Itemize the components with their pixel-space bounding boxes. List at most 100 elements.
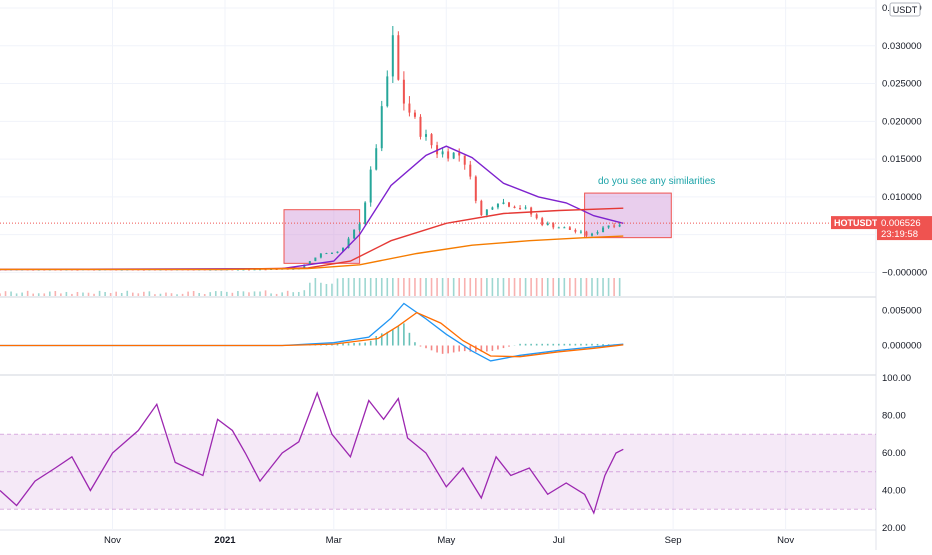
volume-bar — [508, 278, 510, 296]
volume-bar — [519, 278, 521, 296]
candle-body — [591, 234, 593, 236]
macd-histogram-bar — [564, 344, 566, 346]
candle-body — [530, 207, 532, 214]
volume-bar — [55, 291, 57, 296]
candle-body — [403, 80, 405, 104]
candle-body — [381, 106, 383, 148]
macd-histogram-bar — [425, 346, 427, 349]
volume-bar — [93, 294, 95, 296]
volume-bar — [209, 292, 211, 296]
volume-bar — [475, 278, 477, 296]
volume-bar — [608, 278, 610, 296]
candle-body — [325, 253, 327, 254]
macd-histogram-bar — [575, 344, 577, 346]
macd-histogram-bar — [431, 346, 433, 351]
candle-body — [491, 207, 493, 209]
volume-bar — [232, 293, 234, 296]
candle-body — [502, 202, 504, 204]
candle-body — [464, 155, 466, 164]
y-tick-label: 0.020000 — [882, 116, 922, 127]
candle-body — [408, 104, 410, 113]
candle-body — [419, 117, 421, 137]
volume-bar — [381, 278, 383, 296]
volume-bar — [486, 278, 488, 296]
macd-histogram-bar — [414, 342, 416, 345]
macd-histogram-bar — [420, 346, 422, 347]
candle-body — [525, 207, 527, 208]
macd-histogram-bar — [591, 344, 593, 346]
macd-histogram-bar — [442, 346, 444, 354]
candle-body — [602, 228, 604, 233]
volume-bar — [613, 278, 615, 296]
volume-bar — [5, 291, 7, 296]
candle-body — [536, 214, 538, 218]
volume-bar — [348, 278, 350, 296]
volume-bar — [458, 278, 460, 296]
macd-histogram-bar — [530, 344, 532, 346]
chart-annotation[interactable]: do you see any similarities — [598, 176, 715, 187]
macd-histogram-bar — [569, 344, 571, 346]
x-tick-label: 2021 — [214, 535, 236, 546]
candle-body — [569, 227, 571, 230]
volume-bar — [270, 293, 272, 296]
candle-body — [497, 204, 499, 207]
current-price-value: 0.006526 — [881, 218, 921, 229]
candle-body — [580, 232, 582, 233]
volume-bar — [149, 291, 151, 296]
candle-body — [619, 225, 621, 227]
bar-countdown: 23:19:58 — [881, 229, 918, 240]
macd-histogram-bar — [403, 323, 405, 345]
volume-bar — [320, 283, 322, 296]
volume-bar — [398, 278, 400, 296]
volume-bar — [342, 278, 344, 296]
macd-histogram-bar — [525, 344, 527, 346]
volume-bar — [215, 291, 217, 296]
macd-histogram-bar — [348, 343, 350, 345]
candle-body — [447, 151, 449, 158]
candle-body — [574, 230, 576, 232]
volume-bar — [193, 291, 195, 296]
volume-bar — [425, 278, 427, 296]
symbol-label: HOTUSDT — [834, 218, 878, 228]
volume-bar — [591, 278, 593, 296]
volume-bar — [514, 278, 516, 296]
volume-bar — [326, 284, 328, 296]
volume-bar — [536, 278, 538, 296]
candle-body — [331, 253, 333, 254]
volume-bar — [481, 278, 483, 296]
candle-body — [392, 35, 394, 76]
macd-histogram-bar — [392, 330, 394, 346]
volume-bar — [292, 292, 294, 296]
candle-body — [508, 202, 510, 206]
volume-bar — [420, 278, 422, 296]
candle-body — [375, 148, 377, 169]
y-tick-label: 20.00 — [882, 523, 906, 534]
volume-bar — [16, 293, 18, 296]
volume-bar — [154, 294, 156, 296]
x-tick-label: Jul — [553, 535, 565, 546]
y-tick-label: 80.00 — [882, 411, 906, 422]
y-tick-label: 0.010000 — [882, 192, 922, 203]
volume-bar — [298, 292, 300, 296]
y-tick-label: 0.015000 — [882, 154, 922, 165]
macd-histogram-bar — [486, 346, 488, 352]
volume-bar — [552, 278, 554, 296]
volume-bar — [21, 293, 23, 296]
volume-bar — [303, 290, 305, 296]
volume-bar — [176, 294, 178, 296]
volume-bar — [392, 278, 394, 296]
volume-bar — [10, 292, 12, 296]
volume-bar — [43, 293, 45, 296]
volume-bar — [265, 290, 267, 296]
volume-bar — [160, 294, 162, 296]
volume-bar — [447, 278, 449, 296]
volume-bar — [431, 278, 433, 296]
volume-bar — [359, 278, 361, 296]
macd-histogram-bar — [370, 341, 372, 346]
macd-histogram-bar — [497, 346, 499, 350]
volume-bar — [60, 293, 62, 296]
macd-panel — [0, 304, 623, 361]
candle-body — [386, 76, 388, 106]
volume-bar — [364, 278, 366, 296]
